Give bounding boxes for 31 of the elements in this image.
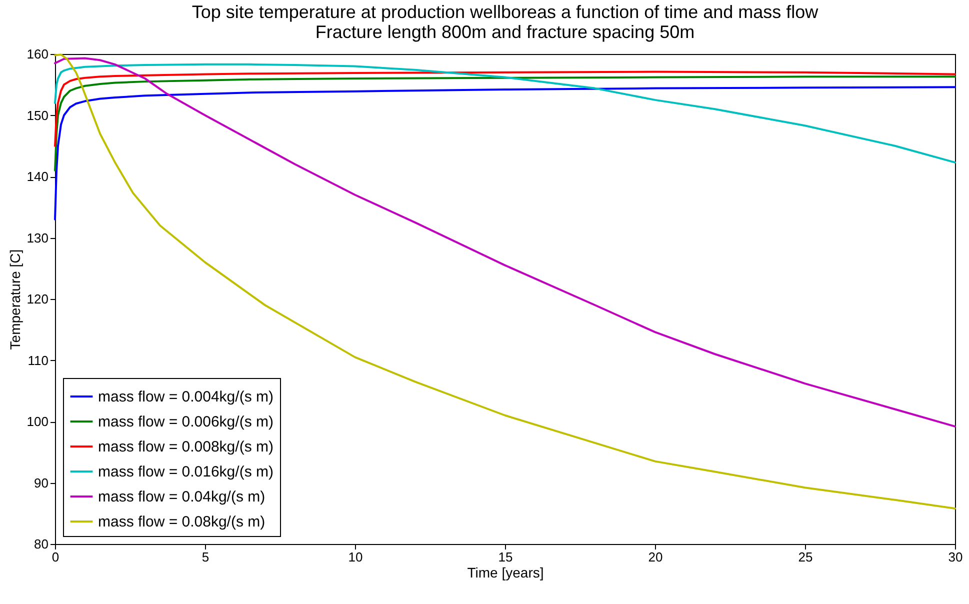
x-tick-label: 5 (202, 550, 210, 564)
legend-label: mass flow = 0.008kg/(s m) (98, 438, 274, 456)
legend-label: mass flow = 0.08kg/(s m) (98, 514, 266, 530)
chart-title: Top site temperature at production wellboreas a function of time and mass flow (192, 2, 820, 22)
y-tick-label: 160 (26, 46, 48, 62)
y-tick-label: 150 (26, 108, 48, 123)
y-tick-label: 130 (26, 230, 48, 246)
y-tick-label: 90 (34, 475, 48, 490)
line-series (54, 54, 956, 510)
x-tick-label: 20 (648, 550, 663, 564)
y-tick-label: 80 (34, 536, 48, 552)
line-series (54, 86, 956, 220)
y-tick-label: 100 (26, 414, 48, 429)
legend-label: mass flow = 0.006kg/(s m) (98, 414, 274, 430)
chart-subtitle: Fracture length 800m and fracture spacing 50m (315, 22, 695, 42)
line-series (54, 63, 956, 164)
y-tick-label: 120 (26, 292, 48, 306)
x-axis-title: Time [years] (467, 564, 544, 580)
x-tick-label: 30 (948, 550, 963, 564)
y-axis-title: Temperature [C] (6, 249, 23, 350)
legend-label: mass flow = 0.04kg/(s m) (98, 488, 266, 506)
x-tick-label: 25 (798, 550, 813, 564)
x-tick-label: 15 (498, 550, 513, 564)
x-tick-label: 0 (52, 550, 60, 564)
y-tick-label: 140 (26, 169, 48, 184)
y-tick-label: 110 (28, 352, 48, 368)
x-tick-label: 10 (348, 550, 363, 564)
legend-label: mass flow = 0.004kg/(s m) (98, 388, 274, 406)
line-series (54, 76, 956, 172)
legend-label: mass flow = 0.016kg/(s m) (98, 464, 274, 480)
line-series (54, 70, 956, 147)
